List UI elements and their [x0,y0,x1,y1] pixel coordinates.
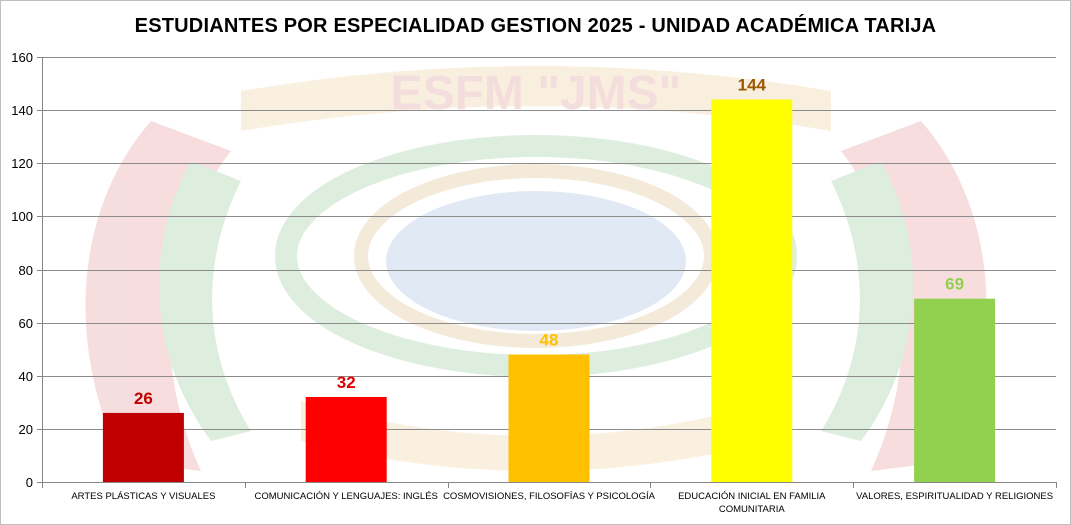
category-label: COMUNITARIA [719,504,785,515]
y-tick-label: 140 [11,103,33,118]
category-label: EDUCACIÓN INICIAL EN FAMILIA [678,491,826,502]
category-label: COMUNICACIÓN Y LENGUAJES: INGLÉS [255,491,438,502]
chart-title: ESTUDIANTES POR ESPECIALIDAD GESTION 202… [134,15,937,37]
category-label: COSMOVISIONES, FILOSOFÍAS Y PSICOLOGÍA [443,491,656,502]
y-tick-label: 120 [11,156,33,171]
data-label: 26 [134,389,153,408]
y-tick-label: 100 [11,209,33,224]
bar [305,397,387,482]
category-label: ARTES PLÁSTICAS Y VISUALES [71,491,215,502]
y-tick-label: 160 [11,50,33,65]
data-label: 32 [337,373,356,392]
data-label: 144 [738,76,767,95]
y-tick-label: 0 [26,475,33,490]
data-label: 48 [540,331,559,350]
bar [508,354,590,482]
category-label: VALORES, ESPIRITUALIDAD Y RELIGIONES [856,491,1053,502]
bar [914,298,996,482]
y-tick-label: 80 [19,263,33,278]
data-label: 69 [945,275,964,294]
bar [102,412,184,482]
y-tick-label: 40 [19,369,33,384]
bar [711,99,793,482]
y-tick-label: 60 [19,316,33,331]
y-tick-label: 20 [19,422,33,437]
